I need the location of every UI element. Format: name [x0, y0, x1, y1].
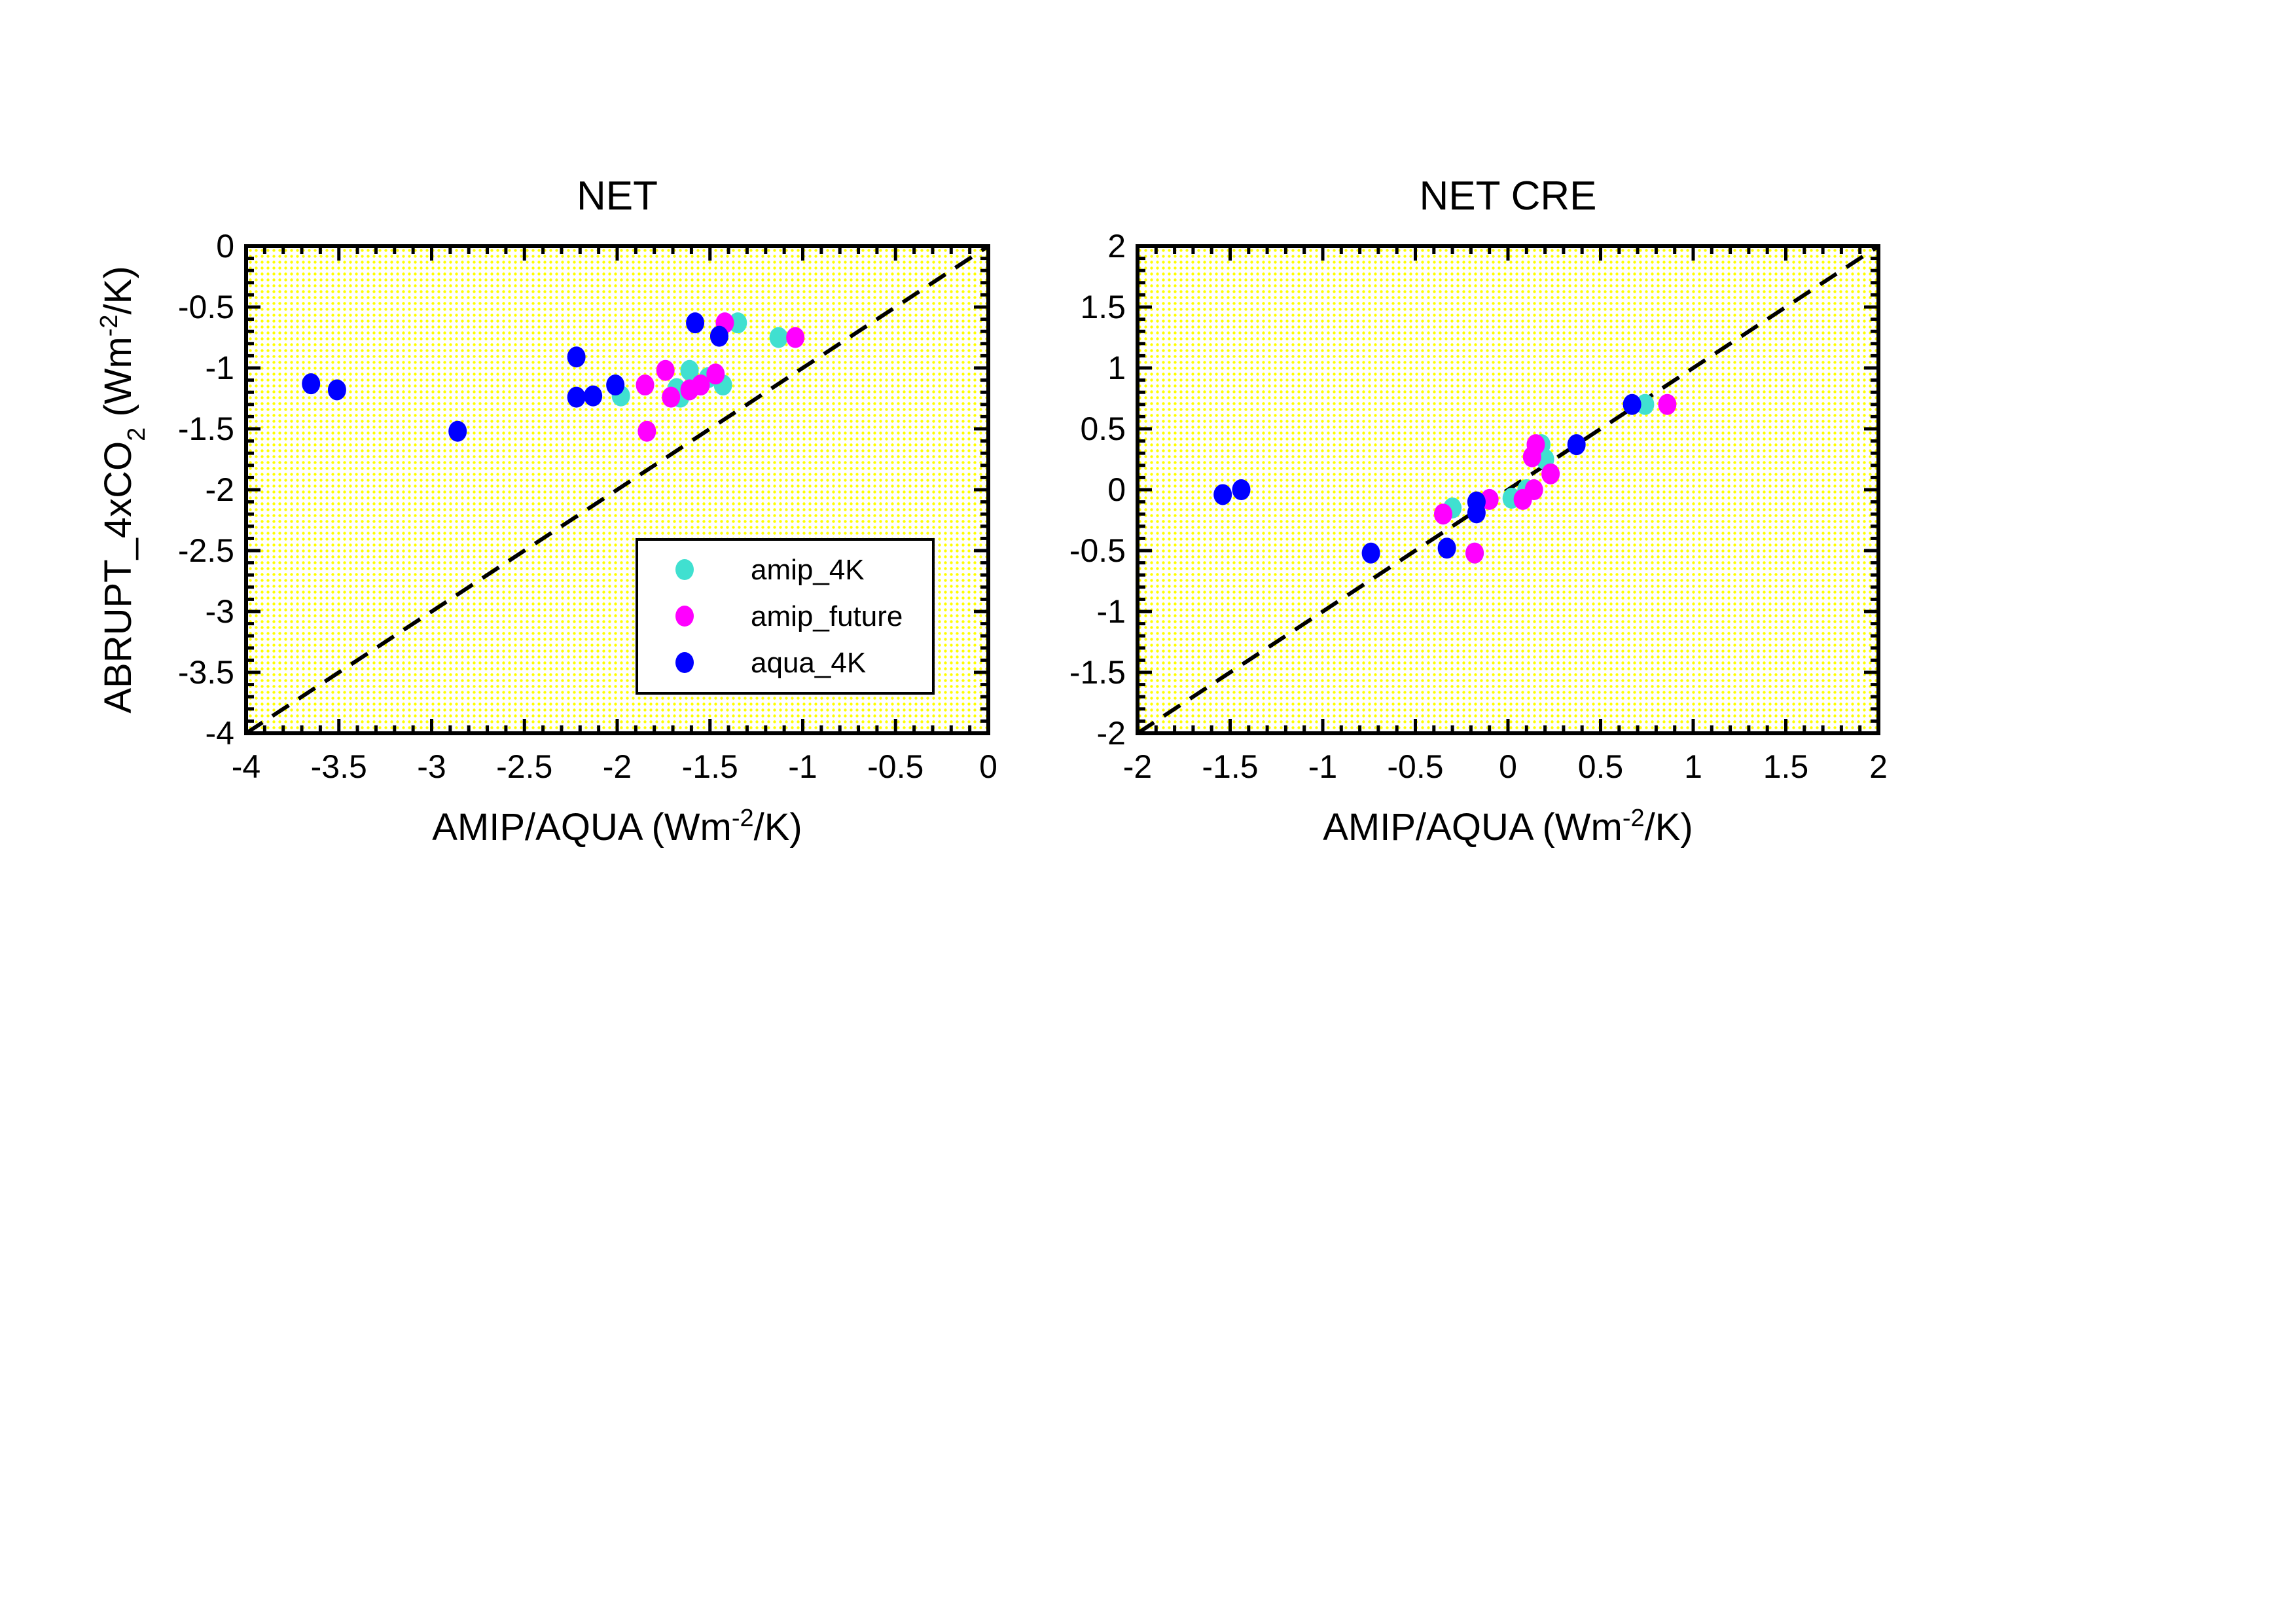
y-tick-label: 0: [216, 228, 234, 264]
point-aqua_4K: [448, 420, 467, 442]
x-tick-label: -2.5: [496, 748, 552, 785]
y-tick-label: -2: [1097, 715, 1126, 752]
legend-marker-amip_4K: [675, 559, 694, 580]
point-aqua_4K: [709, 325, 728, 347]
point-amip_future: [1541, 463, 1560, 484]
point-aqua_4K: [686, 312, 705, 334]
legend-marker-aqua_4K: [675, 652, 694, 673]
y-tick-label: -0.5: [178, 289, 234, 325]
point-amip_future: [656, 359, 675, 381]
point-amip_future: [706, 363, 725, 385]
legend-label-amip_4K: amip_4K: [751, 554, 865, 586]
point-aqua_4K: [327, 379, 346, 401]
x-tick-label: -4: [232, 748, 260, 785]
x-tick-label: -3.5: [311, 748, 367, 785]
x-tick-label: -1.5: [1202, 748, 1258, 785]
y-tick-label: -3: [206, 593, 234, 630]
x-tick-label: -0.5: [1387, 748, 1443, 785]
point-aqua_4K: [1567, 434, 1586, 456]
y-tick-label: -2.5: [178, 532, 234, 569]
point-aqua_4K: [1467, 502, 1486, 524]
x-tick-label: -3: [417, 748, 446, 785]
y-tick-label: -1.5: [1069, 654, 1126, 691]
legend-marker-amip_future: [675, 606, 694, 627]
y-tick-label: -3.5: [178, 654, 234, 691]
x-tick-label: -2: [603, 748, 632, 785]
point-amip_future: [637, 420, 656, 442]
x-tick-label: -1: [1308, 748, 1337, 785]
x-axis-label: AMIP/AQUA (Wm-2/K): [432, 805, 802, 848]
y-tick-label: -4: [206, 715, 234, 752]
point-amip_future: [636, 374, 655, 396]
point-amip_4K: [1636, 393, 1655, 415]
y-tick-label: -1: [206, 350, 234, 386]
point-amip_future: [662, 386, 681, 408]
x-axis-label: AMIP/AQUA (Wm-2/K): [1323, 805, 1693, 848]
point-amip_future: [1465, 542, 1484, 564]
point-amip_future: [1433, 503, 1452, 525]
point-amip_future: [691, 374, 710, 396]
legend-label-amip_future: amip_future: [751, 600, 903, 632]
point-amip_4K: [728, 312, 747, 334]
legend: amip_4K amip_future aqua_4K: [636, 538, 935, 695]
point-aqua_4K: [1361, 542, 1380, 564]
y-tick-label: 0: [1107, 471, 1126, 508]
y-tick-label: 1.5: [1080, 289, 1126, 325]
panel-0: -4 -3.5 -3 -2.5 -2 -1.5 -1 -0.5 0 -4 -3.5 -3 -2.5 -2 -…: [178, 173, 997, 785]
y-tick-label: 2: [1107, 228, 1126, 264]
point-aqua_4K: [567, 346, 586, 368]
point-amip_future: [1526, 434, 1545, 456]
chart-title: NET: [577, 173, 658, 219]
point-aqua_4K: [1232, 479, 1251, 500]
one-to-one-line: [245, 244, 990, 735]
point-aqua_4K: [302, 373, 321, 395]
x-tick-label: 0: [979, 748, 997, 785]
point-aqua_4K: [1213, 484, 1232, 505]
point-aqua_4K: [584, 385, 603, 407]
point-aqua_4K: [1623, 393, 1641, 415]
point-amip_4K: [769, 327, 788, 348]
chart-title: NET CRE: [1419, 173, 1596, 219]
x-tick-label: 1.5: [1763, 748, 1809, 785]
y-axis-label: ABRUPT_4xCO2 (Wm-2/K): [96, 266, 151, 713]
plot-frame: [244, 244, 990, 735]
x-tick-label: -1.5: [682, 748, 738, 785]
point-aqua_4K: [567, 386, 586, 408]
x-tick-label: -0.5: [867, 748, 924, 785]
y-tick-label: -1.5: [178, 410, 234, 447]
point-amip_4K: [680, 359, 699, 381]
y-tick-label: -1: [1097, 593, 1126, 630]
plot-frame: [1136, 244, 1880, 735]
x-tick-label: 1: [1684, 748, 1702, 785]
legend-label-aqua_4K: aqua_4K: [751, 647, 866, 679]
y-tick-label: 0.5: [1080, 410, 1126, 447]
y-tick-label: 1: [1107, 350, 1126, 386]
y-tick-label: -0.5: [1069, 532, 1126, 569]
x-tick-label: 0: [1499, 748, 1517, 785]
point-aqua_4K: [1437, 538, 1456, 559]
x-tick-label: 2: [1869, 748, 1888, 785]
x-tick-label: -1: [788, 748, 817, 785]
point-amip_future: [786, 327, 805, 348]
x-tick-label: 0.5: [1578, 748, 1624, 785]
panel-1: -2 -1.5 -1 -0.5 0 0.5 1 1.5 2 -2 -1.5 -1 -0.5 0 0.5 1 1.…: [1069, 173, 1888, 785]
x-tick-label: -2: [1123, 748, 1152, 785]
point-amip_future: [1524, 479, 1543, 500]
y-tick-label: -2: [206, 471, 234, 508]
point-aqua_4K: [606, 374, 625, 396]
point-amip_future: [1658, 393, 1677, 415]
